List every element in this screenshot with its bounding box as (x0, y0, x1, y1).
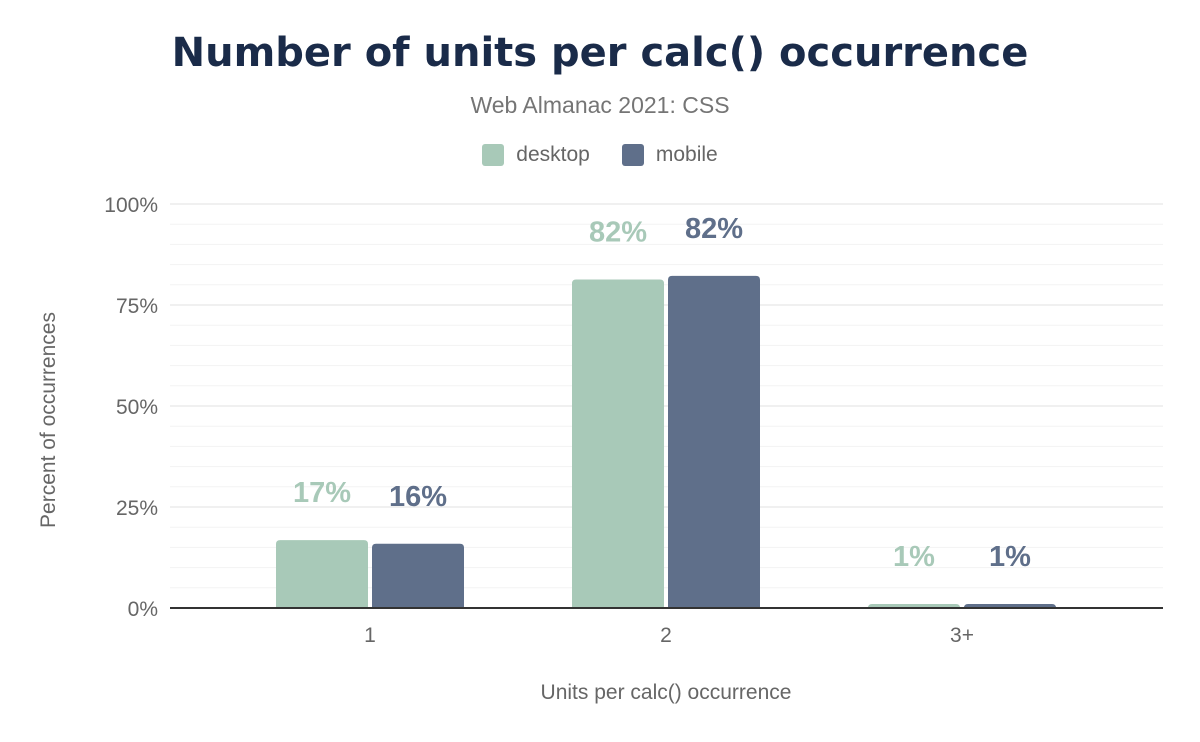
data-label-desktop: 82% (589, 217, 647, 249)
data-label-desktop: 1% (893, 541, 935, 573)
chart-title: Number of units per calc() occurrence (171, 30, 1029, 76)
y-tick-label: 100% (104, 194, 158, 217)
legend-swatch-mobile (621, 144, 644, 166)
bar-desktop (276, 540, 368, 608)
bar-desktop (868, 603, 960, 608)
legend-swatch-desktop (482, 144, 505, 166)
data-label-mobile: 1% (989, 541, 1031, 573)
legend-item-desktop[interactable]: desktop (482, 143, 590, 167)
y-axis-title: Percent of occurrences (37, 312, 60, 528)
legend-item-mobile[interactable]: mobile (621, 143, 718, 167)
y-tick-label: 25% (116, 497, 158, 520)
legend: desktop mobile (0, 143, 1200, 167)
x-tick-label: 1 (364, 624, 376, 647)
data-label-mobile: 82% (685, 213, 743, 245)
legend-label: desktop (516, 143, 590, 166)
bar-desktop (572, 279, 664, 608)
data-label-desktop: 17% (293, 477, 351, 509)
x-tick-label: 3+ (950, 624, 974, 647)
chart-subtitle: Web Almanac 2021: CSS (470, 92, 730, 118)
y-tick-label: 75% (116, 295, 158, 318)
data-label-mobile: 16% (389, 481, 447, 513)
y-tick-label: 50% (116, 396, 158, 419)
bar-mobile (372, 543, 464, 608)
x-tick-label: 2 (660, 624, 672, 647)
x-axis-title: Units per calc() occurrence (541, 681, 792, 704)
legend-label: mobile (655, 143, 718, 166)
bar-mobile (964, 603, 1056, 608)
y-tick-label: 0% (128, 598, 158, 621)
bar-mobile (668, 275, 760, 608)
